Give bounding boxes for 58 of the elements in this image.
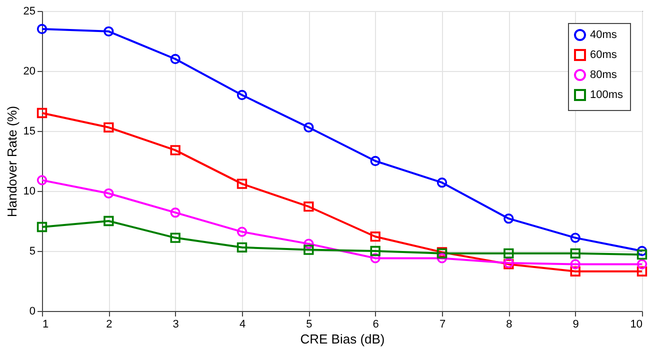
y-tick-label: 10 (23, 186, 36, 198)
point (370, 246, 380, 256)
legend-label: 40ms (590, 29, 618, 41)
y-tick-label: 20 (23, 66, 36, 78)
point (636, 259, 648, 270)
y-tick-label: 15 (23, 126, 36, 138)
point (570, 266, 580, 276)
x-tick-label: 8 (506, 318, 512, 330)
x-tick-label: 9 (572, 318, 579, 330)
point (370, 156, 380, 166)
point (36, 24, 48, 34)
point (104, 26, 114, 36)
y-tick-label: 0 (29, 306, 36, 318)
x-axis-title: CRE Bias (dB) (300, 332, 385, 346)
x-tick-label: 2 (106, 318, 112, 330)
point (636, 250, 648, 260)
point (304, 238, 314, 249)
point (104, 216, 114, 226)
point (370, 232, 380, 242)
point (236, 178, 248, 189)
point (436, 178, 448, 188)
point (170, 54, 180, 64)
x-tick-label: 10 (630, 318, 642, 330)
point (636, 246, 648, 256)
point (104, 122, 114, 132)
point (570, 248, 580, 258)
point (236, 226, 248, 237)
point (570, 232, 580, 243)
y-axis-title: Handover Rate (%) (4, 106, 20, 218)
point (504, 248, 514, 258)
y-tick-label: 25 (23, 6, 36, 18)
x-tick-label: 3 (172, 318, 179, 330)
x-tick-label: 1 (42, 318, 49, 330)
point (236, 90, 248, 100)
legend-label: 80ms (590, 69, 618, 81)
point (170, 145, 180, 156)
x-tick-label: 6 (372, 318, 379, 330)
point (236, 242, 248, 252)
point (304, 122, 314, 132)
y-tick-label: 5 (29, 246, 36, 258)
point (504, 214, 514, 224)
x-tick-label: 7 (439, 318, 446, 330)
point (170, 232, 180, 243)
point (36, 222, 48, 232)
point (636, 266, 648, 276)
legend-label: 100ms (590, 89, 624, 101)
x-tick-label: 4 (239, 318, 246, 330)
point (570, 259, 580, 270)
x-tick-label: 5 (306, 318, 312, 330)
point (170, 208, 180, 218)
legend-label: 60ms (590, 49, 618, 61)
point (304, 244, 314, 255)
point (36, 175, 48, 186)
point (370, 253, 380, 264)
point (104, 188, 114, 198)
point (304, 202, 314, 212)
point (36, 108, 48, 118)
point (436, 253, 448, 264)
